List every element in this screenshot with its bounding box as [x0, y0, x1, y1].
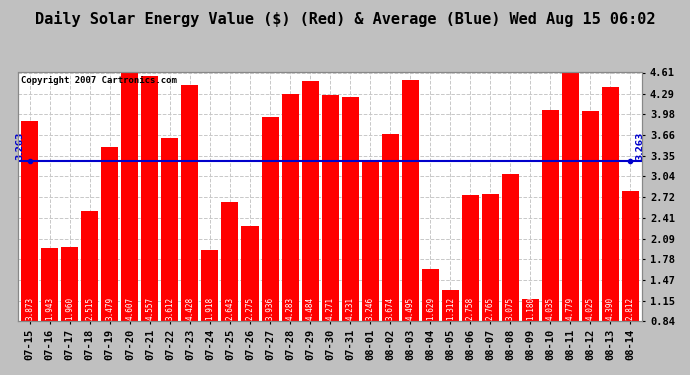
Text: 4.484: 4.484: [306, 297, 315, 320]
Text: 4.231: 4.231: [346, 297, 355, 320]
Bar: [542, 110, 559, 321]
Text: 1.918: 1.918: [206, 297, 215, 320]
Text: 3.674: 3.674: [386, 297, 395, 320]
Bar: [141, 76, 159, 321]
Text: Daily Solar Energy Value ($) (Red) & Average (Blue) Wed Aug 15 06:02: Daily Solar Energy Value ($) (Red) & Ave…: [34, 11, 655, 27]
Bar: [362, 162, 379, 321]
Bar: [241, 226, 259, 321]
Bar: [41, 248, 59, 321]
Text: 3.075: 3.075: [506, 297, 515, 320]
Text: 3.479: 3.479: [106, 297, 115, 320]
Text: 2.643: 2.643: [226, 297, 235, 320]
Bar: [21, 121, 39, 321]
Text: 4.607: 4.607: [126, 297, 135, 320]
Bar: [282, 94, 299, 321]
Text: 4.495: 4.495: [406, 297, 415, 320]
Text: 2.758: 2.758: [466, 297, 475, 320]
Bar: [482, 194, 499, 321]
Bar: [302, 81, 319, 321]
Bar: [81, 211, 99, 321]
Bar: [262, 117, 279, 321]
Text: 3.263: 3.263: [15, 132, 24, 160]
Text: 4.428: 4.428: [186, 297, 195, 320]
Text: 1.629: 1.629: [426, 297, 435, 320]
Bar: [121, 73, 139, 321]
Text: 3.263: 3.263: [636, 132, 645, 160]
Bar: [101, 147, 119, 321]
Text: 4.390: 4.390: [606, 297, 615, 320]
Text: 1.180: 1.180: [526, 297, 535, 320]
Text: 1.960: 1.960: [66, 297, 75, 320]
Text: 2.765: 2.765: [486, 297, 495, 320]
Bar: [442, 290, 459, 321]
Text: 1.943: 1.943: [46, 297, 55, 320]
Bar: [322, 95, 339, 321]
Bar: [582, 111, 599, 321]
Text: 2.812: 2.812: [626, 297, 635, 320]
Bar: [181, 84, 199, 321]
Text: Copyright 2007 Cartronics.com: Copyright 2007 Cartronics.com: [21, 76, 177, 85]
Bar: [201, 250, 219, 321]
Text: 3.612: 3.612: [166, 297, 175, 320]
Bar: [342, 98, 359, 321]
Bar: [502, 174, 519, 321]
Bar: [221, 202, 239, 321]
Bar: [402, 80, 419, 321]
Bar: [522, 299, 539, 321]
Text: 3.936: 3.936: [266, 297, 275, 320]
Bar: [622, 191, 639, 321]
Bar: [462, 195, 479, 321]
Text: 4.035: 4.035: [546, 297, 555, 320]
Bar: [161, 138, 179, 321]
Bar: [61, 247, 79, 321]
Bar: [422, 269, 439, 321]
Bar: [602, 87, 619, 321]
Text: 3.873: 3.873: [26, 297, 34, 320]
Bar: [382, 134, 399, 321]
Text: 2.275: 2.275: [246, 297, 255, 320]
Text: 4.779: 4.779: [566, 297, 575, 320]
Text: 4.271: 4.271: [326, 297, 335, 320]
Text: 4.557: 4.557: [146, 297, 155, 320]
Bar: [562, 62, 579, 321]
Text: 2.515: 2.515: [86, 297, 95, 320]
Text: 4.283: 4.283: [286, 297, 295, 320]
Text: 4.025: 4.025: [586, 297, 595, 320]
Text: 1.312: 1.312: [446, 297, 455, 320]
Text: 3.246: 3.246: [366, 297, 375, 320]
